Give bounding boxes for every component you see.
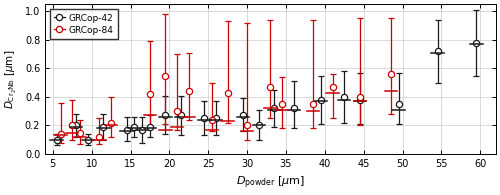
- Y-axis label: $D_{{\rm Cr}_2{\rm Nb}}\ [\mu\rm m]$: $D_{{\rm Cr}_2{\rm Nb}}\ [\mu\rm m]$: [4, 50, 19, 109]
- X-axis label: $D_{\rm powder}\ [\mu\rm m]$: $D_{\rm powder}\ [\mu\rm m]$: [236, 175, 305, 191]
- Legend: GRCop-42, GRCop-84: GRCop-42, GRCop-84: [50, 9, 118, 39]
